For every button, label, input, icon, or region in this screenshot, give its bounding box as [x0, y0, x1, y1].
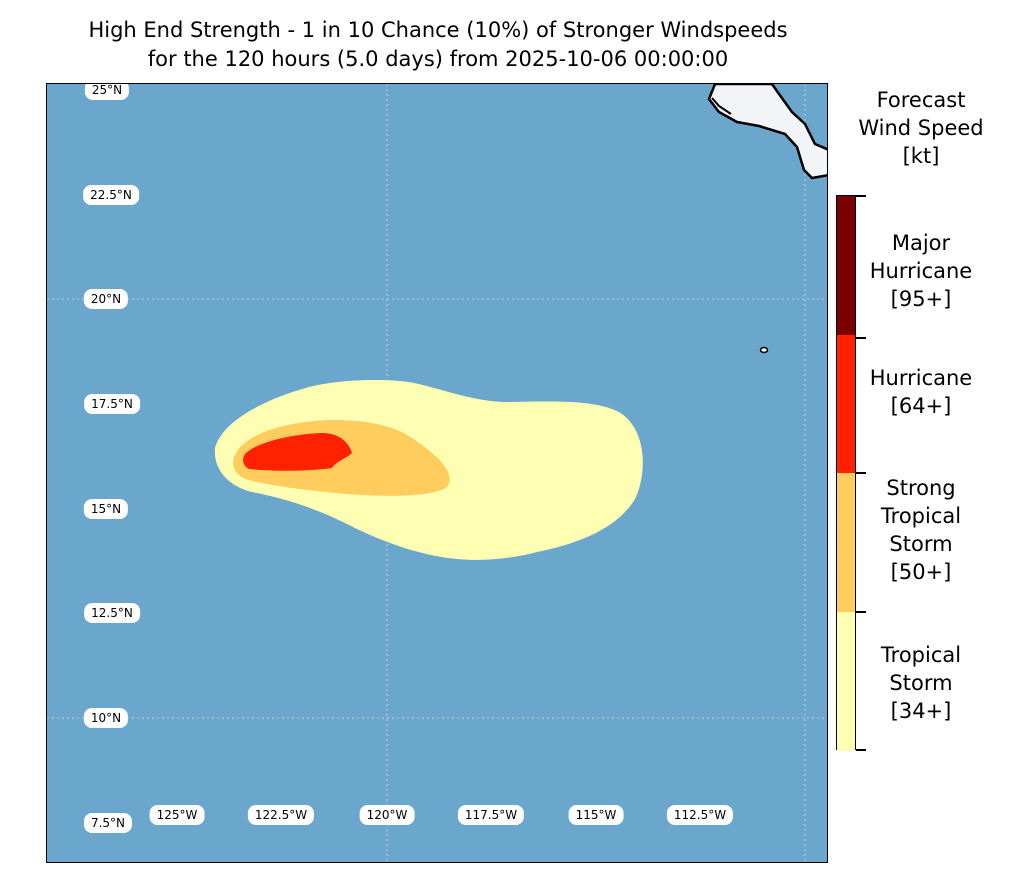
baja-island-outline	[711, 97, 732, 115]
title-line-2: for the 120 hours (5.0 days) from 2025-1…	[147, 47, 729, 71]
baja-california-land	[707, 84, 827, 180]
legend-line: Strong	[886, 476, 956, 500]
colorbar-title-line-2: Wind Speed	[858, 116, 984, 140]
legend-line: [50+]	[890, 560, 952, 584]
colorbar-tick	[856, 611, 866, 613]
island-marker	[759, 346, 769, 354]
lon-label-125w: 125°W	[149, 805, 205, 825]
lat-label-17-5n: 17.5°N	[84, 394, 140, 414]
lat-label-10n: 10°N	[83, 708, 129, 728]
colorbar-tick	[856, 337, 866, 339]
map-canvas	[47, 84, 827, 862]
colorbar-title-line-3: [kt]	[902, 144, 940, 168]
lon-label-120w: 120°W	[359, 805, 415, 825]
title-line-1: High End Strength - 1 in 10 Chance (10%)…	[88, 18, 788, 42]
colorbar-segment-strong-tropical-storm	[837, 473, 855, 612]
legend-major-hurricane: Major Hurricane [95+]	[840, 229, 1002, 313]
lat-label-12-5n: 12.5°N	[84, 603, 140, 623]
lat-label-20n: 20°N	[83, 289, 129, 309]
legend-line: Storm	[889, 532, 953, 556]
lon-label-112-5w: 112.5°W	[666, 805, 734, 825]
legend-line: Hurricane	[869, 259, 973, 283]
map-panel: 25°N 22.5°N 20°N 17.5°N 15°N 12.5°N 10°N…	[46, 83, 828, 863]
colorbar-tick	[856, 472, 866, 474]
legend-line: Major	[891, 231, 951, 255]
lat-label-7-5n: 7.5°N	[83, 813, 133, 833]
colorbar-segment-major-hurricane	[837, 196, 855, 335]
lat-label-25n: 25°N	[84, 84, 130, 100]
legend-line: Tropical	[880, 643, 962, 667]
legend-line: Tropical	[880, 504, 962, 528]
lon-label-122-5w: 122.5°W	[247, 805, 315, 825]
swath-hurricane	[243, 433, 352, 471]
legend-line: Storm	[889, 671, 953, 695]
colorbar-segment-tropical-storm	[837, 612, 855, 751]
colorbar-tick	[856, 749, 866, 751]
lat-label-22-5n: 22.5°N	[83, 185, 139, 205]
legend-tropical-storm: Tropical Storm [34+]	[840, 641, 1002, 725]
colorbar-tick	[856, 195, 866, 197]
lon-label-117-5w: 117.5°W	[457, 805, 525, 825]
legend-line: [64+]	[890, 394, 952, 418]
legend-line: Hurricane	[869, 366, 973, 390]
colorbar-title-line-1: Forecast	[876, 88, 966, 112]
legend-line: [95+]	[890, 287, 952, 311]
lon-label-115w: 115°W	[568, 805, 624, 825]
colorbar	[836, 195, 856, 751]
colorbar-segment-hurricane	[837, 335, 855, 473]
legend-hurricane: Hurricane [64+]	[840, 364, 1002, 420]
lat-label-15n: 15°N	[83, 499, 129, 519]
legend-line: [34+]	[890, 699, 952, 723]
legend-strong-tropical-storm: Strong Tropical Storm [50+]	[840, 474, 1002, 586]
colorbar-title: Forecast Wind Speed [kt]	[830, 86, 1012, 170]
chart-title: High End Strength - 1 in 10 Chance (10%)…	[0, 16, 876, 74]
